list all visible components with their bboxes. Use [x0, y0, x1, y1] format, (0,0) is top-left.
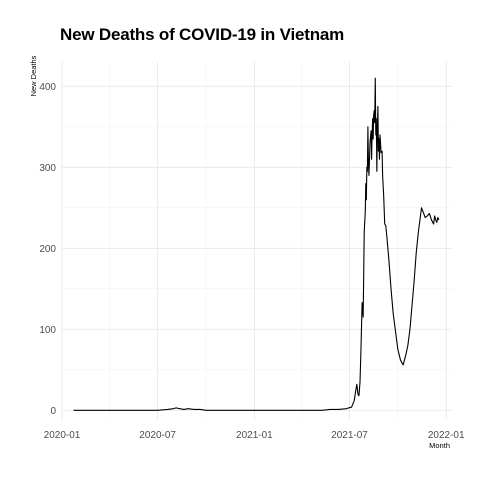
- chart-title: New Deaths of COVID-19 in Vietnam: [60, 25, 345, 44]
- y-tick-label: 0: [50, 406, 56, 417]
- x-tick-label: 2021-07: [331, 430, 368, 441]
- grid: [61, 62, 452, 420]
- series-line: [73, 77, 440, 411]
- y-tick-label: 300: [39, 163, 56, 174]
- x-axis-label: Month: [429, 441, 450, 450]
- x-tick-label: 2020-01: [44, 430, 81, 441]
- series-layer: [73, 77, 440, 411]
- x-tick-label: 2022-01: [428, 430, 465, 441]
- y-tick-label: 100: [39, 325, 56, 336]
- x-tick-label: 2021-01: [236, 430, 273, 441]
- x-tick-label: 2020-07: [139, 430, 176, 441]
- y-tick-label: 200: [39, 244, 56, 255]
- y-tick-label: 400: [39, 82, 56, 93]
- y-axis-label: New Deaths: [29, 55, 38, 96]
- tick-labels: 2020-01 2020-07 2021-01 2021-07 2022-01 0 100 2…: [39, 82, 465, 441]
